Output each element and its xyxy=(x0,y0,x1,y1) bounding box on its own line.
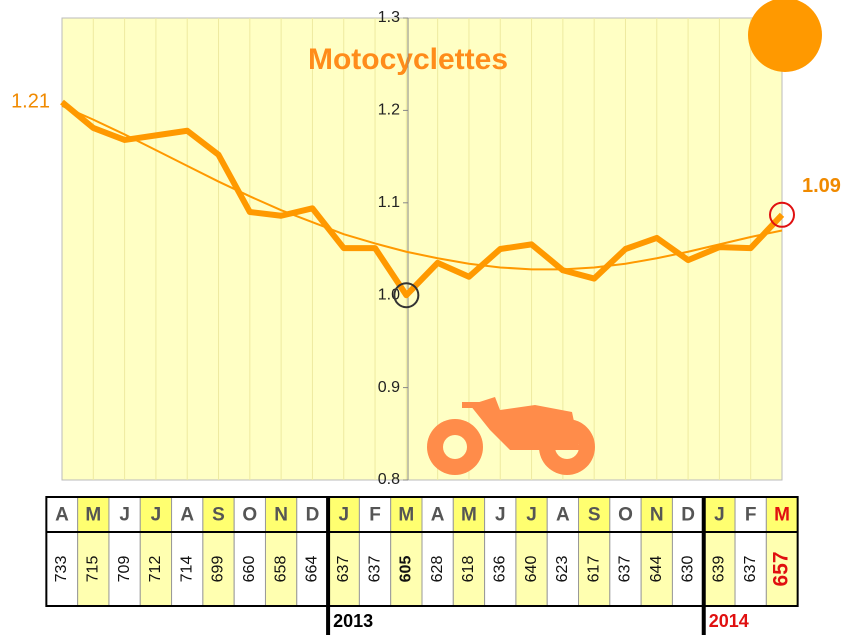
count-label: 733 xyxy=(53,556,70,583)
month-cell xyxy=(765,496,799,533)
count-label: 636 xyxy=(491,556,508,583)
month-label: J xyxy=(714,505,725,526)
month-label: J xyxy=(338,505,349,526)
count-label: 640 xyxy=(523,556,540,583)
month-label: M xyxy=(774,505,790,526)
data-label: 1.21 xyxy=(11,90,50,112)
count-label: 709 xyxy=(116,556,133,583)
y-tick-label: 0.8 xyxy=(378,471,400,488)
month-cell xyxy=(546,496,580,533)
year-label: 2013 xyxy=(333,611,373,631)
count-cell xyxy=(484,531,517,607)
count-cell xyxy=(578,531,611,607)
sun-icon xyxy=(748,0,822,72)
month-label: J xyxy=(495,505,506,526)
month-label: A xyxy=(431,505,445,526)
month-label: O xyxy=(242,505,257,526)
y-tick-label: 1.2 xyxy=(378,102,400,119)
month-label: J xyxy=(151,505,162,526)
month-label: F xyxy=(369,505,381,526)
month-cell xyxy=(421,496,454,533)
count-cell xyxy=(264,531,298,607)
month-label: D xyxy=(681,505,695,526)
month-label: N xyxy=(274,505,288,526)
count-cell xyxy=(171,531,204,607)
count-label: 617 xyxy=(585,556,602,583)
y-tick-label: 1.3 xyxy=(378,9,400,26)
count-label: 712 xyxy=(147,556,164,583)
month-label: J xyxy=(119,505,130,526)
month-label: N xyxy=(650,505,664,526)
month-cell xyxy=(264,496,298,533)
month-cell xyxy=(139,496,173,533)
count-label: 714 xyxy=(178,556,195,583)
month-label: O xyxy=(618,505,633,526)
month-label: S xyxy=(588,505,601,526)
count-label: 658 xyxy=(272,556,289,583)
month-label: A xyxy=(55,505,69,526)
count-cell xyxy=(139,531,173,607)
count-label: 664 xyxy=(304,556,321,583)
month-label: M xyxy=(461,505,477,526)
count-label: 628 xyxy=(429,556,446,583)
count-label: 637 xyxy=(742,556,759,583)
plot-area xyxy=(61,17,783,481)
month-cell xyxy=(296,496,329,533)
month-label: M xyxy=(398,505,414,526)
data-line xyxy=(60,99,785,299)
count-label: 657 xyxy=(770,551,793,586)
count-label: 699 xyxy=(210,556,227,583)
y-tick-label: 1.1 xyxy=(378,194,400,211)
count-label: 644 xyxy=(648,556,665,583)
month-label: D xyxy=(306,505,320,526)
highlight-circle xyxy=(769,201,795,228)
month-label: J xyxy=(526,505,537,526)
count-label: 660 xyxy=(241,556,258,583)
count-label: 630 xyxy=(679,556,696,583)
count-label: 618 xyxy=(460,556,477,583)
highlight-circle xyxy=(393,282,420,309)
count-label: 715 xyxy=(85,556,102,583)
count-label: 637 xyxy=(617,556,634,583)
table-border xyxy=(45,496,799,607)
count-label: 639 xyxy=(711,556,728,583)
month-label: F xyxy=(745,505,757,526)
month-cell xyxy=(609,496,642,533)
month-label: M xyxy=(85,505,101,526)
month-cell xyxy=(45,496,79,533)
count-cell xyxy=(452,531,486,607)
month-cell xyxy=(703,496,736,533)
month-label: A xyxy=(180,505,194,526)
count-label: 605 xyxy=(398,556,415,583)
count-label: 623 xyxy=(554,556,571,583)
year-label: 2014 xyxy=(709,611,749,631)
month-cell xyxy=(233,496,266,533)
data-label: 1.09 xyxy=(802,175,841,197)
count-label: 637 xyxy=(335,556,352,583)
count-label: 637 xyxy=(366,556,383,583)
y-tick-label: 0.9 xyxy=(378,379,400,396)
month-label: A xyxy=(556,505,570,526)
count-cell xyxy=(546,531,580,607)
count-cell xyxy=(765,531,799,607)
month-label: S xyxy=(212,505,225,526)
motorcycle-icon xyxy=(427,397,595,475)
trend-line xyxy=(61,104,783,271)
